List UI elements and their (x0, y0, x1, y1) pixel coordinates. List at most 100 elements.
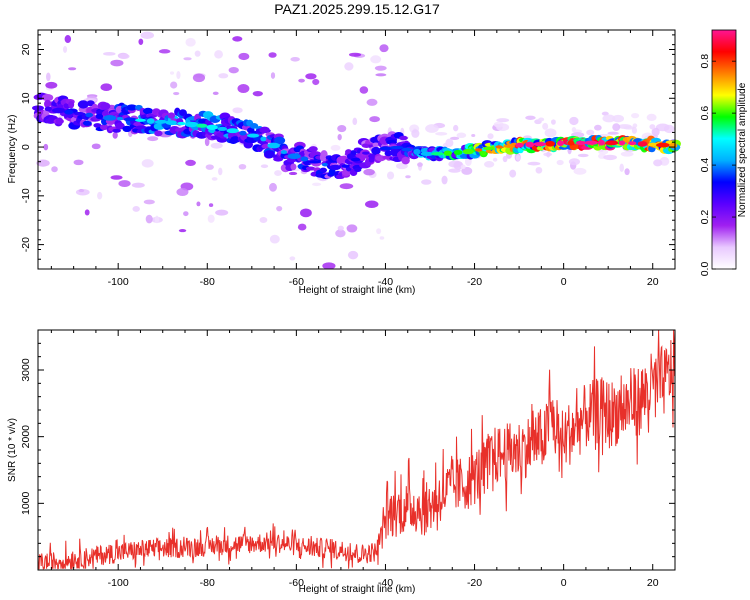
snr-x-tick-label: 0 (561, 577, 567, 589)
spectrogram-noise-cell (376, 228, 382, 235)
spectrogram-peak-cell (44, 106, 52, 112)
spectrogram-peak-cell (64, 109, 74, 115)
spectrogram-xlabel: Height of straight line (km) (299, 285, 416, 296)
spectrogram-peak-cell (287, 153, 301, 160)
spectrogram-noise-cell (112, 131, 118, 139)
snr-x-tick-label: -60 (289, 577, 304, 589)
spectrogram-noise-cell (138, 38, 144, 45)
spectrogram-noise-cell (330, 144, 341, 151)
spectrogram-noise-cell (212, 91, 219, 96)
spectrogram-noise-cell (145, 214, 153, 224)
spectrogram-noise-cell (612, 114, 625, 123)
snr-y-tick-label: 2000 (20, 425, 32, 449)
snr-x-tick-label: -20 (467, 577, 482, 589)
snr-xlabel: Height of straight line (km) (299, 584, 416, 595)
spectrogram-peak-cell (116, 116, 124, 121)
spectrogram-peak-cell (217, 126, 228, 131)
spectrogram-noise-cell (453, 124, 459, 132)
spectrogram-peak-cell (239, 130, 247, 136)
spectrogram-noise-cell (337, 225, 344, 231)
spectrogram-x-tick-label: -40 (378, 276, 393, 288)
spectrogram-noise-cell (375, 73, 387, 77)
snr-background (38, 330, 675, 570)
spectrogram-noise-cell (612, 123, 621, 131)
spectrogram-noise-cell (542, 122, 549, 130)
spectrogram-y-tick-label: -10 (20, 188, 32, 203)
spectrogram-noise-cell (417, 162, 423, 167)
spectrogram-x-tick-label: 0 (561, 276, 567, 288)
spectrogram-noise-cell (269, 234, 280, 244)
spectrogram-noise-cell (445, 138, 454, 148)
spectrogram-ridge-cell (319, 167, 327, 173)
spectrogram-y-tick-label: 0 (20, 144, 32, 150)
spectrogram-noise-cell (370, 55, 382, 64)
spectrogram-ridge-cell (354, 167, 362, 173)
spectrogram-noise-cell (594, 124, 602, 131)
spectrogram-peak-cell (177, 121, 186, 126)
spectrogram-peak-cell (321, 162, 328, 167)
spectrogram-noise-cell (103, 51, 116, 56)
spectrogram-noise-cell (624, 168, 630, 176)
spectrogram-noise-cell (568, 158, 581, 166)
spectrogram-noise-cell (369, 116, 380, 123)
colorbar-label: Normalized spectral amplitude (737, 82, 748, 217)
spectrogram-noise-cell (448, 168, 461, 173)
spectrogram-noise-cell (577, 153, 589, 158)
spectrogram-peak-cell (462, 148, 474, 155)
spectrogram-noise-cell (259, 217, 268, 223)
spectrogram-ridge-cell (230, 136, 241, 143)
spectrogram-peak-cell (605, 140, 619, 146)
spectrogram-noise-cell (288, 171, 298, 176)
spectrogram-noise-cell (586, 129, 595, 136)
spectrogram-peak-cell (123, 117, 137, 122)
spectrogram-noise-cell (51, 166, 58, 173)
spectrogram-noise-cell (405, 175, 411, 179)
spectrogram-ridge-cell (274, 136, 286, 145)
snr-x-ticks: -100 -80 -60 -40 -20 0 20 (50, 330, 676, 589)
spectrogram-noise-cell (425, 124, 439, 133)
spectrogram-noise-cell (274, 170, 282, 176)
spectrogram-x-tick-label: -60 (289, 276, 304, 288)
spectrogram-noise-cell (158, 49, 171, 54)
spectrogram-noise-cell (118, 180, 131, 188)
spectrogram-noise-cell (43, 143, 49, 151)
spectrogram-peak-cell (443, 150, 452, 156)
spectrogram-ridge-cell (286, 158, 297, 163)
spectrogram-ridge-cell (328, 168, 336, 176)
spectrogram-peak-cell (196, 123, 208, 128)
snr-ylabel: SNR (10 * v/v) (7, 418, 18, 482)
spectrogram-noise-cell (297, 223, 307, 231)
colorbar-ticks: 0.0 0.2 0.4 0.6 0.8 (699, 54, 736, 276)
spectrogram-noise-cell (337, 133, 342, 141)
spectrogram-frame (37, 29, 676, 270)
spectrogram-noise-cell (131, 182, 145, 188)
snr-y-tick-label: 1000 (20, 491, 32, 515)
spectrogram-noise-cell (322, 262, 336, 270)
spectrogram-ridge-cell (93, 123, 102, 128)
spectrogram-ridge-cell (290, 163, 297, 171)
spectrogram-peak-cell (628, 141, 637, 146)
spectrogram-peak-cell (341, 164, 350, 168)
spectrogram-noise-cell (75, 188, 90, 196)
colorbar-bar (711, 29, 737, 270)
spectrogram-noise-cell (110, 175, 123, 180)
spectrogram-noise-cell (97, 191, 103, 200)
spectrogram-noise-cell (300, 208, 312, 218)
spectrogram-noise-cell (449, 136, 460, 140)
colorbar-tick-label: 0.8 (699, 54, 711, 69)
spectrogram-peak-cell (557, 140, 565, 147)
spectrogram-peak-cell (165, 120, 177, 125)
spectrogram-ridge-cell (308, 146, 318, 153)
spectrogram-noise-cell (269, 182, 277, 192)
spectrogram-noise-cell (607, 131, 619, 135)
spectrogram-peak-cell (154, 119, 167, 124)
spectrogram-noise-cell (456, 132, 467, 139)
spectrogram-noise-cell (602, 114, 616, 123)
spectrogram-noise-cell (509, 169, 517, 178)
spectrogram-noise-cell (363, 168, 375, 176)
spectrogram-noise-cell (337, 124, 347, 133)
spectrogram-ridge-cell (99, 124, 109, 131)
spectrogram-noise-cell (211, 177, 218, 181)
